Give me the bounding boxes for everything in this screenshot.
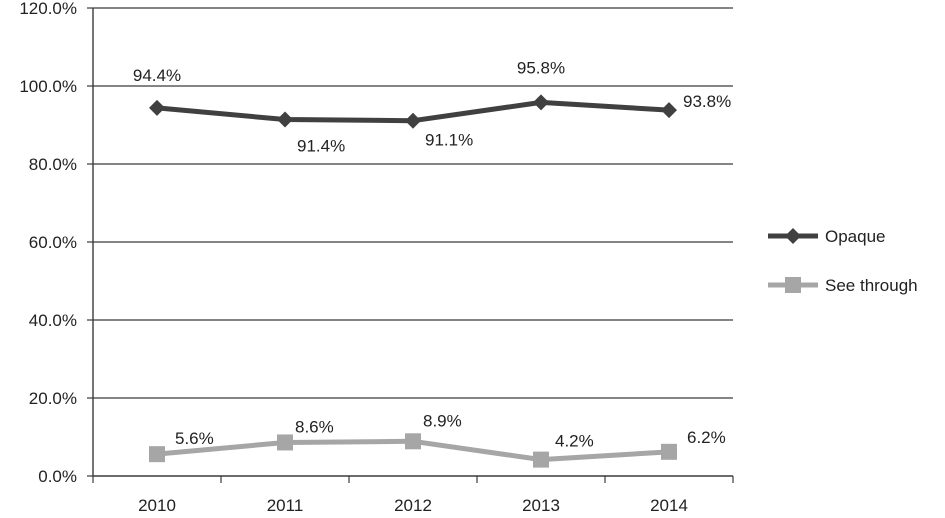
legend: Opaque See through [768, 227, 918, 295]
data-label: 91.1% [425, 131, 473, 150]
x-tick-label: 2012 [394, 496, 432, 515]
y-tick-label: 100.0% [19, 77, 77, 96]
data-labels: 94.4% 91.4% 91.1% 95.8% 93.8% 5.6% 8.6% 8.9% 4.2… [133, 58, 731, 450]
diamond-marker [661, 102, 677, 119]
diamond-marker [277, 111, 293, 128]
x-tick-label: 2013 [522, 496, 560, 515]
series-group [149, 94, 677, 468]
y-tick-label: 80.0% [29, 155, 77, 174]
diamond-marker [149, 99, 165, 116]
data-label: 8.6% [295, 417, 334, 436]
y-tick-label: 120.0% [19, 0, 77, 18]
data-label: 5.6% [175, 429, 214, 448]
square-marker [785, 277, 801, 293]
data-label: 94.4% [133, 66, 181, 85]
gridlines [93, 7, 733, 399]
square-marker [277, 434, 293, 451]
square-marker [533, 451, 549, 468]
square-marker [405, 433, 421, 450]
legend-item-see-through: See through [768, 276, 918, 295]
diamond-marker [533, 94, 549, 111]
diamond-marker [785, 228, 801, 244]
y-axis-ticks: 0.0% 20.0% 40.0% 60.0% 80.0% 100.0% 120.0% [19, 0, 93, 486]
y-tick-label: 0.0% [38, 467, 77, 486]
data-label: 95.8% [517, 58, 565, 77]
series-see-through [149, 433, 677, 468]
x-tick-label: 2011 [267, 496, 304, 515]
data-label: 6.2% [687, 428, 726, 447]
data-label: 91.4% [297, 137, 345, 156]
y-tick-label: 60.0% [29, 233, 77, 252]
data-label: 8.9% [423, 411, 462, 430]
legend-label: Opaque [825, 227, 886, 246]
series-opaque [149, 94, 677, 129]
x-tick-label: 2010 [138, 496, 176, 515]
y-tick-label: 20.0% [29, 389, 77, 408]
data-label: 4.2% [555, 432, 594, 451]
legend-label: See through [825, 276, 918, 295]
x-tick-label: 2014 [650, 496, 688, 515]
legend-item-opaque: Opaque [768, 227, 886, 246]
diamond-marker [405, 112, 421, 129]
y-tick-label: 40.0% [29, 311, 77, 330]
square-marker [661, 443, 677, 460]
data-label: 93.8% [683, 92, 731, 111]
square-marker [149, 446, 165, 463]
x-axis-ticks: 2010 2011 2012 2013 2014 [92, 476, 734, 515]
